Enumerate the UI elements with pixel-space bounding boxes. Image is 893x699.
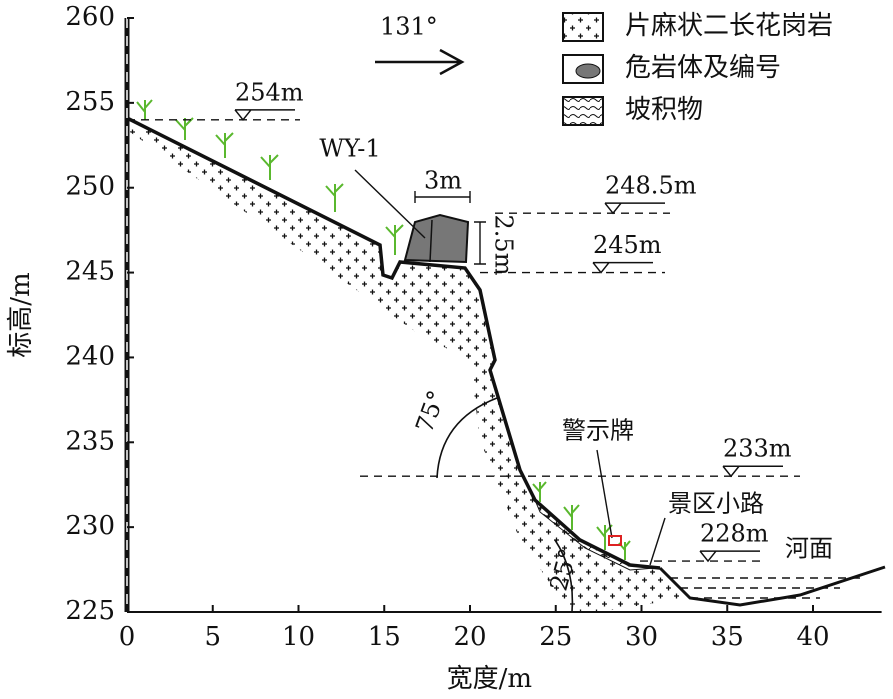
level-label: 233m — [723, 435, 792, 463]
river-label: 河面 — [785, 535, 833, 563]
direction-arrow — [375, 48, 465, 76]
ground-profile — [126, 116, 661, 570]
legend-label: 片麻状二长花岗岩 — [625, 11, 833, 41]
path-label: 景区小路 — [668, 490, 764, 518]
level-label: 245m — [593, 231, 662, 259]
x-tick-label: 40 — [796, 622, 829, 652]
y-tick-label: 250 — [65, 172, 115, 202]
x-axis-label: 宽度/m — [447, 664, 532, 694]
rock-crack — [429, 219, 433, 263]
y-tick-label: 245 — [65, 257, 115, 287]
level-symbol — [604, 202, 665, 215]
level-label: 228m — [700, 520, 769, 548]
leader — [649, 517, 666, 566]
slope-angle-arc — [554, 539, 574, 613]
x-tick-label: 20 — [453, 622, 486, 652]
rock-block — [403, 213, 470, 264]
bedrock — [127, 118, 685, 612]
dim-width — [414, 191, 471, 203]
level-symbol — [722, 465, 783, 478]
legend-label: 危岩体及编号 — [625, 53, 781, 83]
sign-label: 警示牌 — [562, 417, 634, 445]
level-label: 254m — [235, 78, 304, 106]
x-tick-label: 25 — [539, 622, 572, 652]
rock-height: 2.5m — [490, 215, 518, 276]
legend-label: 坡积物 — [625, 95, 703, 125]
y-tick-label: 240 — [65, 341, 115, 371]
y-tick-label: 255 — [65, 87, 115, 117]
legend-icon — [562, 96, 604, 126]
direction-label: 131° — [380, 13, 438, 41]
legend-icon — [575, 63, 601, 79]
level-label: 248.5m — [605, 172, 697, 200]
sign-icon — [608, 535, 622, 546]
leader — [354, 169, 426, 239]
cliff-angle: 75° — [410, 387, 451, 437]
y-tick-label: 235 — [65, 426, 115, 456]
leader — [596, 449, 613, 539]
x-tick-label: 5 — [204, 622, 221, 652]
y-tick-label: 230 — [65, 511, 115, 541]
rock-id: WY-1 — [319, 135, 380, 163]
level-symbol — [699, 550, 760, 563]
dim-height — [474, 221, 486, 265]
y-tick-label: 260 — [65, 2, 115, 32]
cliff-angle-arc — [436, 397, 498, 479]
level-symbol — [592, 261, 653, 274]
level-symbol — [234, 109, 295, 122]
x-tick-label: 10 — [282, 622, 315, 652]
river-lines — [670, 577, 860, 599]
x-tick-label: 0 — [119, 622, 136, 652]
x-tick-label: 30 — [625, 622, 658, 652]
y-axis-label: 标高/m — [6, 272, 36, 357]
river-bed — [658, 565, 886, 607]
x-tick-label: 15 — [368, 622, 401, 652]
y-tick-label: 225 — [65, 596, 115, 626]
legend-icon — [562, 12, 604, 42]
vegetation — [136, 99, 631, 560]
x-tick-label: 35 — [711, 622, 744, 652]
rock-width: 3m — [424, 167, 462, 195]
